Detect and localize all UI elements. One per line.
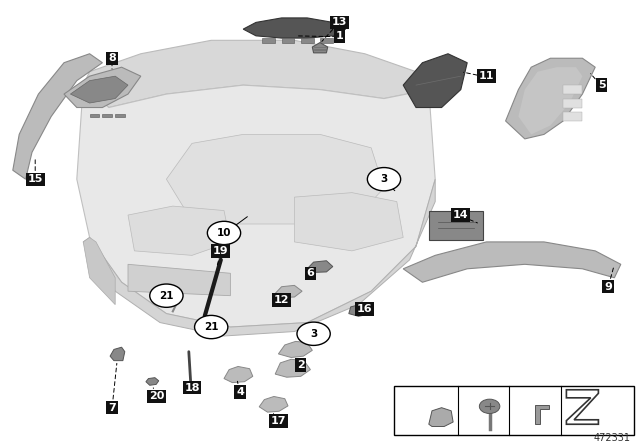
Text: 1: 1 <box>335 31 343 41</box>
Circle shape <box>297 322 330 345</box>
Polygon shape <box>83 179 435 336</box>
Polygon shape <box>146 378 159 385</box>
Polygon shape <box>518 67 582 134</box>
Polygon shape <box>563 112 582 121</box>
Text: 2: 2 <box>297 360 305 370</box>
Text: 3: 3 <box>380 174 388 184</box>
Text: 12: 12 <box>274 295 289 305</box>
Text: 11: 11 <box>479 71 494 81</box>
Polygon shape <box>110 347 125 361</box>
Text: 19: 19 <box>213 246 228 256</box>
Circle shape <box>207 221 241 245</box>
Text: 16: 16 <box>357 304 372 314</box>
Text: 10: 10 <box>217 228 231 238</box>
Polygon shape <box>535 405 549 424</box>
Circle shape <box>506 388 539 412</box>
Text: 21: 21 <box>159 291 173 301</box>
Text: 3: 3 <box>518 395 526 405</box>
Polygon shape <box>128 264 230 296</box>
Text: 17: 17 <box>271 416 286 426</box>
Polygon shape <box>83 40 429 108</box>
Polygon shape <box>429 408 453 426</box>
Polygon shape <box>349 305 369 316</box>
Text: 8: 8 <box>108 53 116 63</box>
Polygon shape <box>77 85 435 327</box>
Polygon shape <box>278 341 312 358</box>
Polygon shape <box>13 54 102 179</box>
Polygon shape <box>312 43 328 53</box>
Polygon shape <box>403 242 621 282</box>
Text: 6: 6 <box>307 268 314 278</box>
Bar <box>394 386 634 435</box>
Polygon shape <box>224 366 253 383</box>
Polygon shape <box>262 38 275 43</box>
Polygon shape <box>563 99 582 108</box>
Polygon shape <box>563 85 582 94</box>
FancyBboxPatch shape <box>429 211 483 240</box>
Text: 472331: 472331 <box>593 433 630 443</box>
Polygon shape <box>70 76 128 103</box>
Text: 14: 14 <box>453 210 468 220</box>
Polygon shape <box>64 67 141 108</box>
Circle shape <box>195 315 228 339</box>
Polygon shape <box>275 285 302 297</box>
Polygon shape <box>301 38 314 43</box>
Text: 21: 21 <box>204 322 218 332</box>
Polygon shape <box>307 261 333 272</box>
Polygon shape <box>243 18 346 38</box>
Polygon shape <box>506 58 595 139</box>
Polygon shape <box>275 359 310 377</box>
Polygon shape <box>211 323 227 332</box>
Polygon shape <box>90 114 99 117</box>
Text: 7: 7 <box>108 403 116 413</box>
Polygon shape <box>320 38 333 43</box>
Polygon shape <box>83 237 115 305</box>
Text: 21: 21 <box>399 395 413 405</box>
Text: 15: 15 <box>28 174 43 184</box>
Polygon shape <box>166 134 384 224</box>
Text: 13: 13 <box>332 17 347 27</box>
Circle shape <box>479 399 500 414</box>
Polygon shape <box>403 54 467 108</box>
Circle shape <box>150 284 183 307</box>
Polygon shape <box>115 114 125 117</box>
Text: 4: 4 <box>236 387 244 397</box>
Polygon shape <box>102 114 112 117</box>
Text: 5: 5 <box>598 80 605 90</box>
Text: 10: 10 <box>463 395 477 405</box>
Circle shape <box>367 168 401 191</box>
Polygon shape <box>282 38 294 43</box>
Text: 18: 18 <box>184 383 200 392</box>
Text: 20: 20 <box>149 392 164 401</box>
Polygon shape <box>157 293 173 304</box>
Polygon shape <box>128 206 230 255</box>
Polygon shape <box>294 193 403 251</box>
Text: 9: 9 <box>604 282 612 292</box>
Text: 3: 3 <box>310 329 317 339</box>
Polygon shape <box>259 396 288 412</box>
